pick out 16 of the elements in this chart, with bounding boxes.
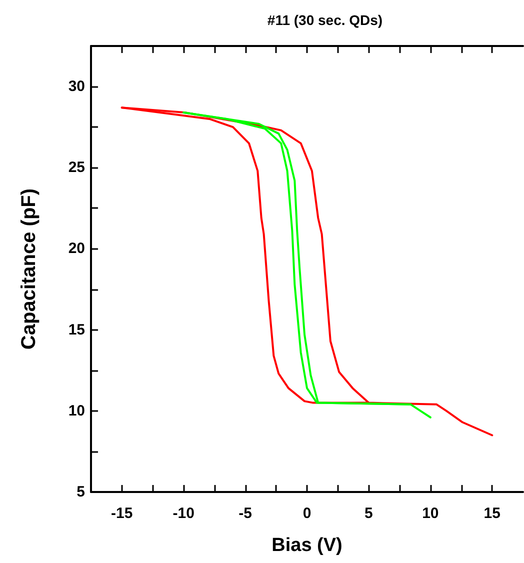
y-tick-label: 5 [76,484,85,500]
y-tick-label: 30 [68,78,85,96]
x-tick-label: 0 [302,505,312,522]
y-axis-title: Capacitance (pF) [18,188,40,350]
x-tick-label: -10 [172,505,194,522]
x-axis-title: Bias (V) [272,535,342,556]
y-tick-label: 25 [68,159,85,176]
x-tick-label: -15 [111,505,133,522]
x-tick-label: 10 [422,505,439,522]
y-tick-label: 20 [68,240,85,258]
y-tick-label: 10 [68,402,85,420]
x-tick-label: 15 [484,505,500,522]
x-tick-label: -5 [238,505,252,522]
chart-title: #11 (30 sec. QDs) [267,12,383,28]
x-tick-label: 5 [364,505,373,522]
y-tick-label: 15 [68,321,85,338]
